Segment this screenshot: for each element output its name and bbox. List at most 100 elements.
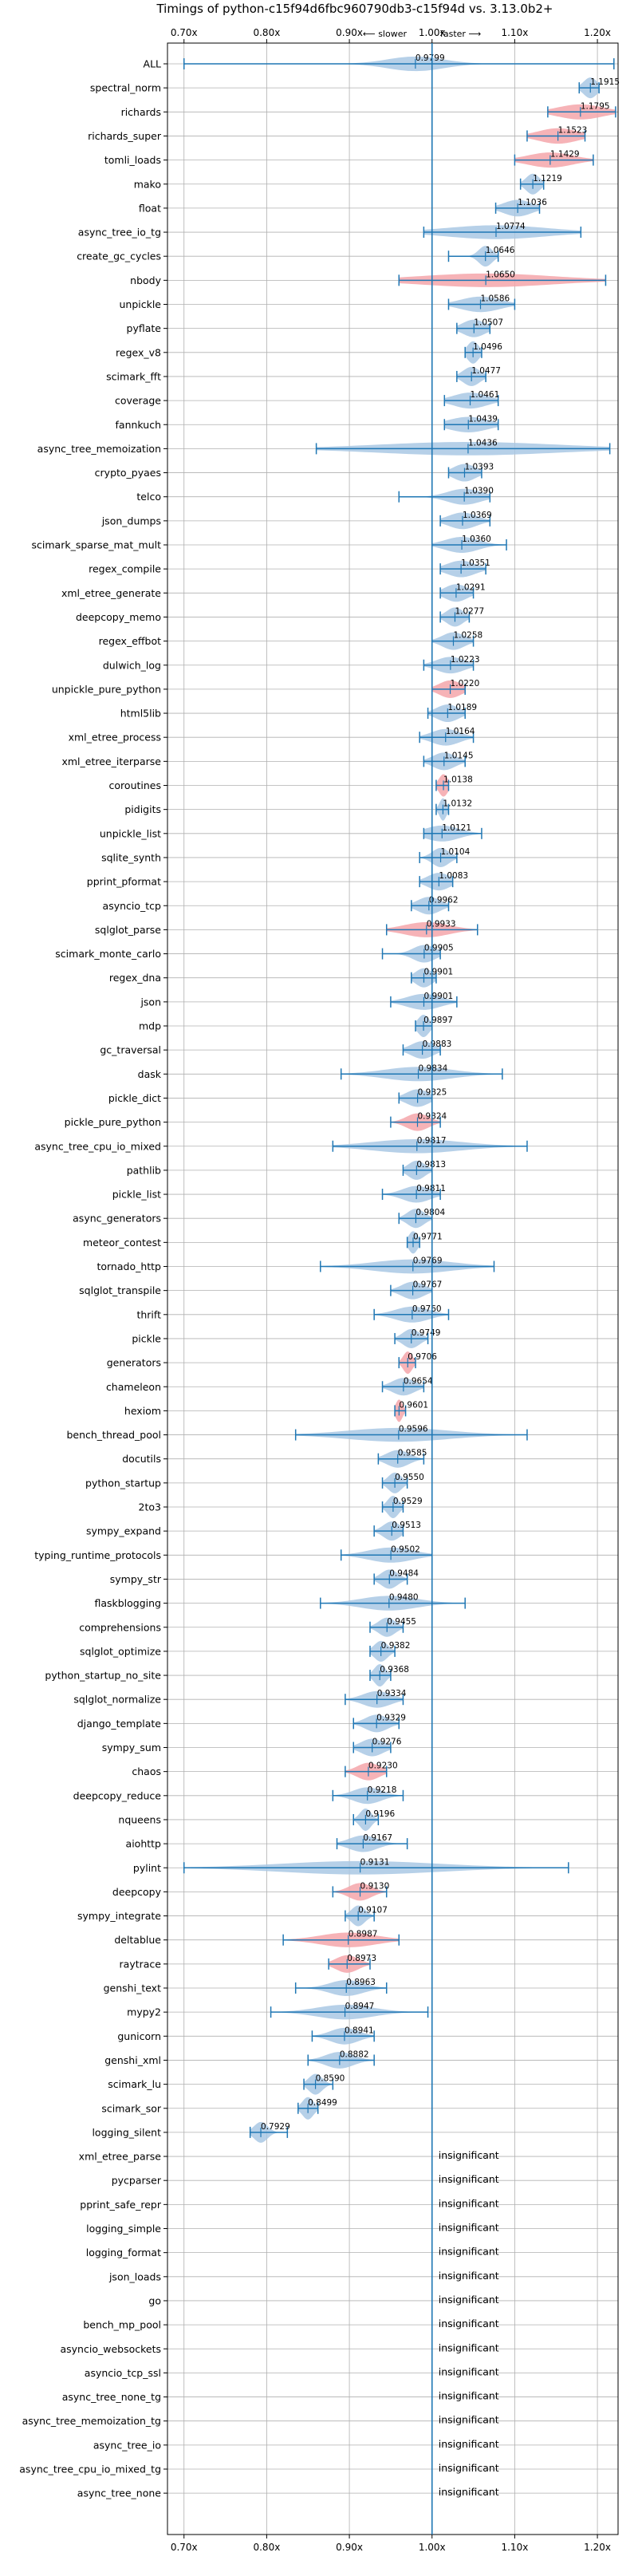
- category-label: xml_etree_parse: [79, 2151, 162, 2163]
- category-label: unpickle_list: [100, 827, 161, 839]
- category-label: async_tree_memoization_tg: [22, 2415, 161, 2427]
- value-label: 0.9529: [393, 1497, 423, 1506]
- category-label: spectral_norm: [90, 82, 161, 94]
- category-label: tornado_http: [96, 1260, 161, 1272]
- value-label: 0.8987: [349, 1930, 378, 1939]
- category-label: chaos: [132, 1765, 161, 1777]
- value-label: 1.0477: [471, 366, 501, 376]
- category-label: json: [140, 996, 161, 1008]
- category-label: xml_etree_iterparse: [61, 755, 161, 767]
- category-label: async_generators: [73, 1213, 161, 1225]
- slower-annotation: ⟵ slower: [363, 29, 408, 39]
- category-label: pickle_dict: [108, 1092, 161, 1104]
- category-label: async_tree_cpu_io_mixed_tg: [19, 2464, 161, 2475]
- category-label: json_dumps: [101, 515, 161, 527]
- category-label: async_tree_cpu_io_mixed: [34, 1140, 161, 1152]
- value-label: 1.0650: [486, 270, 515, 279]
- category-label: sqlglot_optimize: [80, 1645, 161, 1657]
- x-tick-label-bottom: 1.00x: [419, 2542, 446, 2553]
- category-label: sqlite_synth: [101, 851, 161, 863]
- value-label: 1.0436: [468, 438, 498, 448]
- value-label: 0.9513: [392, 1521, 421, 1530]
- category-label: sympy_expand: [86, 1525, 161, 1537]
- category-label: fannkuch: [116, 419, 161, 431]
- category-label: sqlglot_transpile: [79, 1284, 161, 1296]
- category-label: chameleon: [106, 1381, 161, 1393]
- value-label: 0.9901: [423, 968, 453, 977]
- category-label: asyncio_tcp: [103, 900, 162, 912]
- value-label: 1.0507: [474, 318, 503, 328]
- value-label: 1.0369: [463, 511, 492, 520]
- value-label: 1.0223: [451, 655, 480, 665]
- category-label: coverage: [115, 395, 161, 407]
- value-label: 0.9382: [381, 1641, 411, 1651]
- category-label: sympy_sum: [102, 1742, 161, 1753]
- insignificant-label: insignificant: [439, 2318, 499, 2329]
- insignificant-label: insignificant: [439, 2462, 499, 2474]
- category-label: deepcopy_reduce: [73, 1789, 162, 1801]
- category-label: unpickle_pure_python: [52, 683, 161, 695]
- x-tick-label-top: 0.90x: [336, 27, 363, 38]
- category-label: pycparser: [112, 2175, 162, 2187]
- value-label: 0.9760: [412, 1304, 442, 1314]
- category-label: sympy_str: [110, 1573, 162, 1585]
- category-label: mdp: [139, 1020, 161, 1032]
- category-label: xml_etree_generate: [61, 587, 161, 599]
- value-label: 0.9131: [360, 1857, 390, 1867]
- value-label: 0.9167: [363, 1833, 392, 1843]
- value-label: 0.9484: [389, 1568, 419, 1578]
- category-label: pylint: [133, 1862, 161, 1874]
- marks-layer: 0.9799 1.1915 1.1795 1.1523 1.1429 1.1219 1.10…: [183, 53, 620, 2498]
- category-label: async_tree_io_tg: [78, 227, 161, 239]
- value-label: 0.9196: [365, 1809, 395, 1819]
- value-label: 0.9799: [415, 53, 445, 63]
- category-label: logging_simple: [86, 2223, 161, 2235]
- category-label: pickle: [132, 1332, 161, 1344]
- insignificant-label: insignificant: [439, 2365, 499, 2377]
- value-label: 0.9107: [358, 1906, 388, 1915]
- insignificant-label: insignificant: [439, 2197, 499, 2209]
- value-label: 0.9897: [423, 1016, 453, 1025]
- category-label: regex_dna: [109, 972, 161, 984]
- value-label: 1.0586: [480, 294, 510, 304]
- category-label: pprint_pformat: [87, 876, 161, 888]
- category-label: pickle_list: [112, 1189, 161, 1201]
- value-label: 1.0258: [453, 631, 482, 641]
- value-label: 0.9276: [372, 1738, 402, 1747]
- insignificant-label: insignificant: [439, 2222, 499, 2234]
- category-label: deltablue: [114, 1934, 161, 1946]
- value-label: 0.8963: [346, 1978, 376, 1987]
- category-label: async_tree_none_tg: [62, 2391, 161, 2403]
- value-label: 0.9905: [424, 944, 454, 953]
- category-label: pidigits: [124, 803, 161, 815]
- category-label: regex_v8: [116, 346, 161, 358]
- category-label: async_tree_io: [93, 2439, 161, 2451]
- category-label: crypto_pyaes: [95, 467, 161, 479]
- category-label: scimark_lu: [108, 2078, 161, 2090]
- category-label: thrift: [136, 1308, 161, 1320]
- category-label: xml_etree_process: [69, 732, 161, 744]
- x-tick-label-top: 0.70x: [171, 27, 198, 38]
- category-label: gunicorn: [117, 2030, 161, 2042]
- category-label: logging_format: [86, 2247, 161, 2258]
- category-label: sqlglot_normalize: [73, 1694, 161, 1706]
- value-label: 0.9654: [404, 1376, 433, 1386]
- value-label: 0.9834: [419, 1063, 448, 1073]
- category-label: html5lib: [120, 708, 161, 720]
- category-label: typing_runtime_protocols: [34, 1549, 161, 1561]
- category-label: hexiom: [124, 1405, 161, 1417]
- category-label: bench_mp_pool: [83, 2319, 161, 2331]
- category-label: pathlib: [127, 1164, 161, 1176]
- category-label: sqlglot_parse: [95, 924, 161, 936]
- x-tick-label-bottom: 1.20x: [584, 2542, 611, 2553]
- category-label: go: [148, 2294, 161, 2306]
- category-label: docutils: [122, 1453, 161, 1465]
- category-label: mako: [134, 178, 161, 190]
- value-label: 0.9218: [368, 1785, 397, 1795]
- value-label: 0.9901: [423, 992, 453, 1001]
- value-label: 0.9771: [413, 1232, 443, 1241]
- category-label: bench_thread_pool: [66, 1429, 161, 1441]
- category-label: pprint_safe_repr: [80, 2199, 162, 2211]
- x-tick-label-bottom: 0.70x: [171, 2542, 198, 2553]
